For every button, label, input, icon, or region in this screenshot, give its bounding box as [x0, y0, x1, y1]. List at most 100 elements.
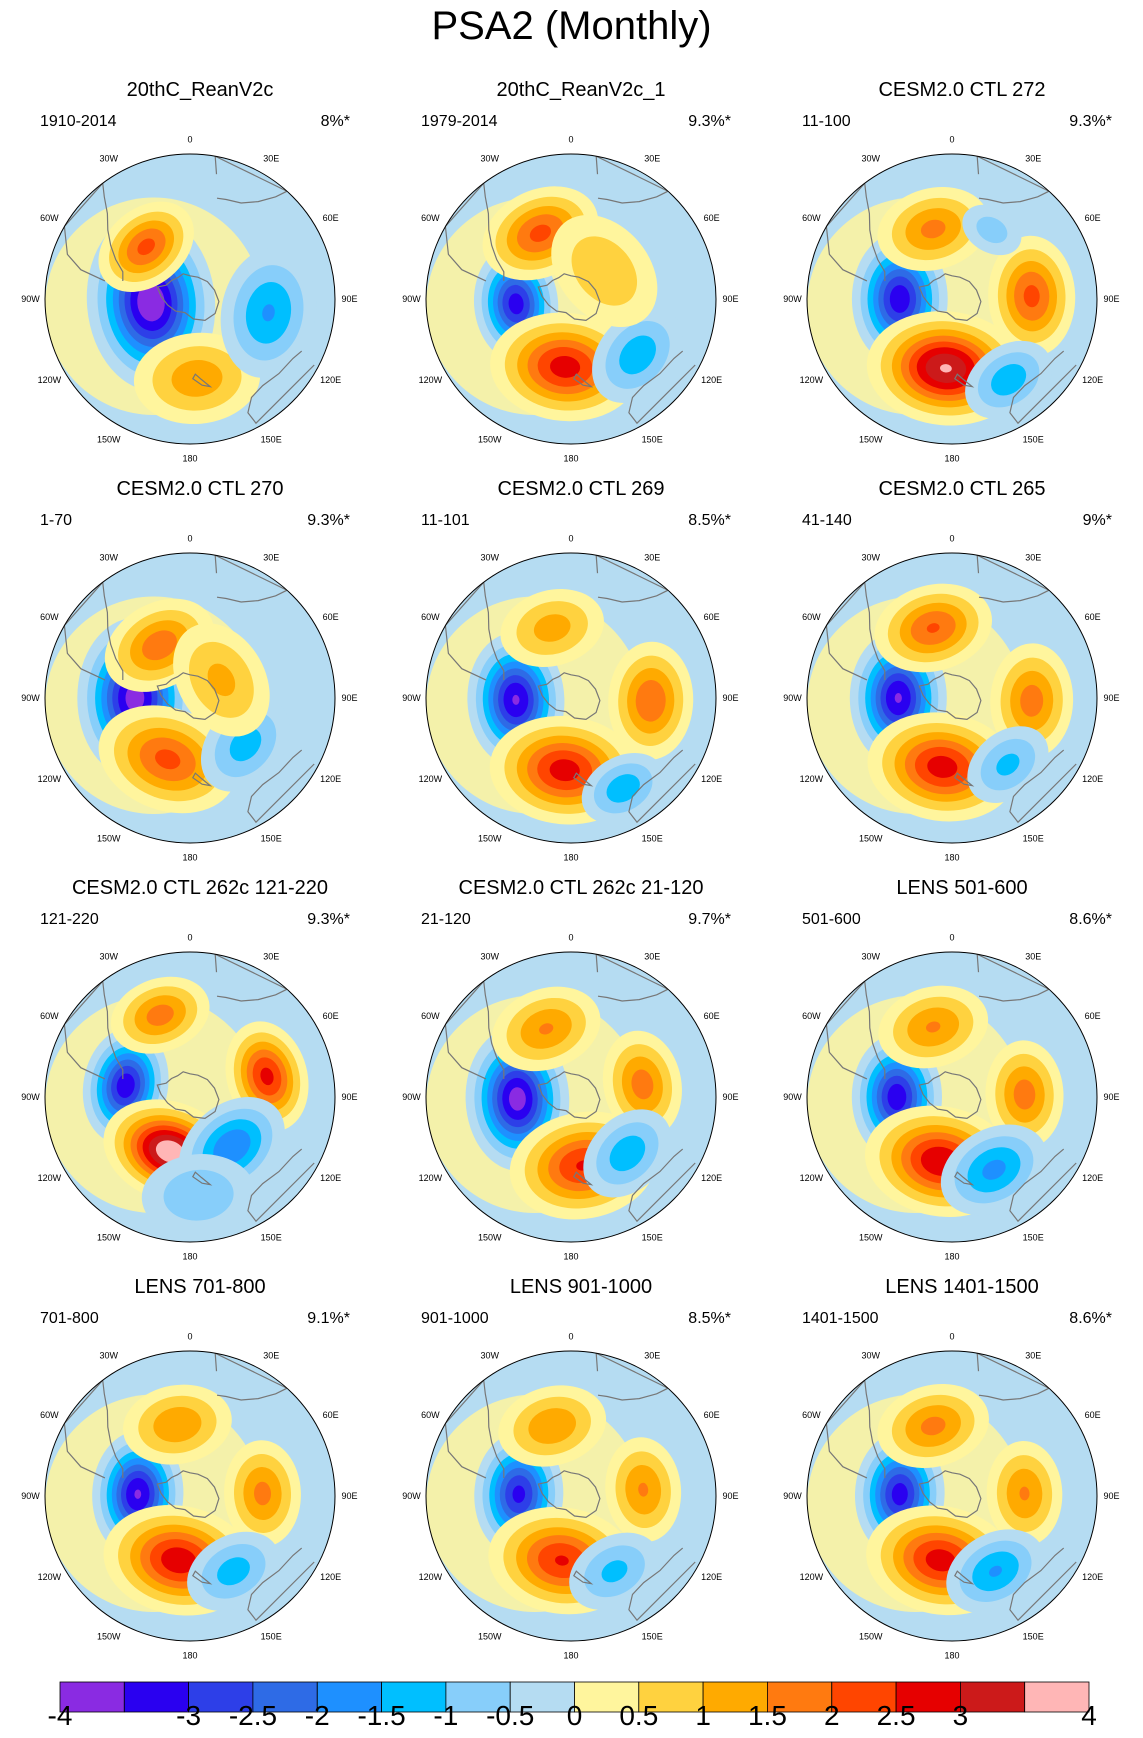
longitude-label: 60E — [323, 213, 339, 223]
panel-period: 901-1000 — [421, 1310, 489, 1327]
high-anomaly-center — [133, 332, 261, 425]
high-anomaly-center — [492, 986, 601, 1072]
longitude-label: 120W — [419, 1572, 443, 1582]
low-anomaly-center — [187, 1531, 280, 1611]
colorbar-tick-label: 3 — [952, 1700, 969, 1731]
panel-period: 701-800 — [40, 1310, 99, 1327]
longitude-label: 30W — [100, 153, 119, 163]
longitude-label: 60E — [323, 612, 339, 622]
contour-field — [426, 154, 716, 444]
longitude-label: 60E — [323, 1011, 339, 1021]
longitude-label: 90E — [341, 693, 357, 703]
low-anomaly-center — [946, 1529, 1045, 1614]
longitude-label: 150W — [97, 1632, 121, 1642]
longitude-label: 90E — [1103, 294, 1119, 304]
longitude-label: 0 — [568, 135, 573, 145]
longitude-label: 30E — [263, 153, 279, 163]
coastlines — [63, 155, 315, 425]
colorbar-tick-label: 4 — [1081, 1700, 1097, 1731]
panel-period: 1979-2014 — [421, 113, 498, 130]
map-panel: CESM2.0 CTL 272 11-100 9.3%* 0 30E 60E 90E 120E… — [772, 72, 1143, 470]
polar-map: 0 30E 60E 90E 120E 150E 180 150W 120W 90W 60W 30W — [21, 933, 357, 1262]
panel-title: CESM2.0 CTL 269 — [497, 478, 665, 500]
panel-title: LENS 1401-1500 — [885, 1276, 1039, 1298]
longitude-label: 90E — [1103, 693, 1119, 703]
longitude-label: 150E — [1023, 1233, 1044, 1243]
longitude-label: 60E — [704, 1011, 720, 1021]
longitude-label: 60E — [1085, 213, 1101, 223]
longitude-label: 120W — [419, 774, 443, 784]
map-panel: CESM2.0 CTL 265 41-140 9%* 0 30E 60E 90E 120E 15… — [772, 471, 1143, 869]
polar-map: 0 30E 60E 90E 120E 150E 180 150W 120W 90W 60W 30W — [21, 534, 357, 863]
longitude-label: 90E — [1103, 1491, 1119, 1501]
longitude-label: 90W — [21, 693, 40, 703]
colorbar-swatch — [831, 1681, 897, 1713]
contour-field — [807, 154, 1097, 444]
contour-field — [426, 952, 716, 1242]
longitude-label: 150E — [1023, 435, 1044, 445]
colorbar-swatch — [509, 1681, 575, 1713]
panel-variance-percent: 9.1%* — [307, 1310, 350, 1327]
colorbar-tick-label: 2.5 — [876, 1700, 916, 1731]
longitude-label: 30W — [481, 951, 500, 961]
panel-period: 501-600 — [802, 911, 861, 928]
map-boundary — [425, 951, 717, 1243]
panel-period: 1401-1500 — [802, 1310, 879, 1327]
longitude-label: 30E — [644, 552, 660, 562]
colorbar-swatch — [123, 1681, 190, 1713]
longitude-label: 90W — [402, 1092, 421, 1102]
colorbar-swatch — [574, 1681, 640, 1713]
longitude-label: 30W — [100, 552, 119, 562]
panel-variance-percent: 9.7%* — [688, 911, 731, 928]
low-anomaly-center — [581, 753, 665, 824]
coastlines — [444, 1352, 696, 1622]
longitude-label: 150W — [478, 435, 502, 445]
colorbar-tick-label: -2.5 — [228, 1700, 278, 1731]
longitude-label: 150E — [642, 834, 663, 844]
map-boundary — [425, 552, 717, 844]
panel-period: 11-101 — [421, 512, 470, 529]
longitude-label: 120E — [1082, 774, 1103, 784]
panel-period: 1910-2014 — [40, 113, 117, 130]
colorbar-swatch — [638, 1681, 704, 1713]
longitude-label: 180 — [944, 454, 959, 464]
longitude-label: 90E — [1103, 1092, 1119, 1102]
longitude-label: 150W — [478, 1233, 502, 1243]
colorbar-tick-label: -4 — [47, 1700, 73, 1731]
panel-period: 11-100 — [802, 113, 851, 130]
longitude-label: 90W — [21, 1092, 40, 1102]
longitude-label: 120W — [800, 774, 824, 784]
longitude-label: 60W — [802, 612, 821, 622]
longitude-label: 60W — [40, 1011, 59, 1021]
contour-field — [45, 952, 335, 1242]
high-anomaly-center — [605, 1437, 682, 1543]
longitude-label: 120E — [320, 1173, 341, 1183]
panel-title: 20thC_ReanV2c_1 — [496, 79, 666, 101]
contour-field — [426, 1351, 716, 1641]
panel-period: 1-70 — [40, 512, 73, 529]
longitude-label: 60E — [1085, 1011, 1101, 1021]
coastlines — [444, 155, 696, 425]
longitude-label: 30E — [263, 1350, 279, 1360]
longitude-label: 30E — [1025, 552, 1041, 562]
longitude-label: 150E — [261, 834, 282, 844]
longitude-label: 150W — [478, 1632, 502, 1642]
map-panel: LENS 1401-1500 1401-1500 8.6%* 0 30E 60E 90E 12… — [772, 1269, 1143, 1667]
longitude-label: 150E — [642, 435, 663, 445]
map-panel: CESM2.0 CTL 262c 121-220 121-220 9.3%* 0 30E… — [10, 870, 390, 1268]
high-anomaly-center — [985, 1040, 1064, 1149]
polar-map: 0 30E 60E 90E 120E 150E 180 150W 120W 90W 60W 30W — [783, 534, 1119, 863]
longitude-label: 150E — [1023, 1632, 1044, 1642]
panel-variance-percent: 8.5%* — [688, 512, 731, 529]
longitude-label: 60E — [704, 1410, 720, 1420]
longitude-label: 150E — [642, 1233, 663, 1243]
coastlines — [63, 1352, 315, 1622]
longitude-label: 90W — [783, 294, 802, 304]
colorbar-swatch — [316, 1681, 382, 1713]
polar-map: 0 30E 60E 90E 120E 150E 180 150W 120W 90W 60W 30W — [783, 135, 1119, 464]
longitude-label: 60E — [704, 213, 720, 223]
longitude-label: 30W — [481, 1350, 500, 1360]
low-anomaly-center — [569, 1532, 660, 1610]
longitude-label: 30E — [1025, 951, 1041, 961]
panel-title: CESM2.0 CTL 272 — [878, 79, 1046, 101]
